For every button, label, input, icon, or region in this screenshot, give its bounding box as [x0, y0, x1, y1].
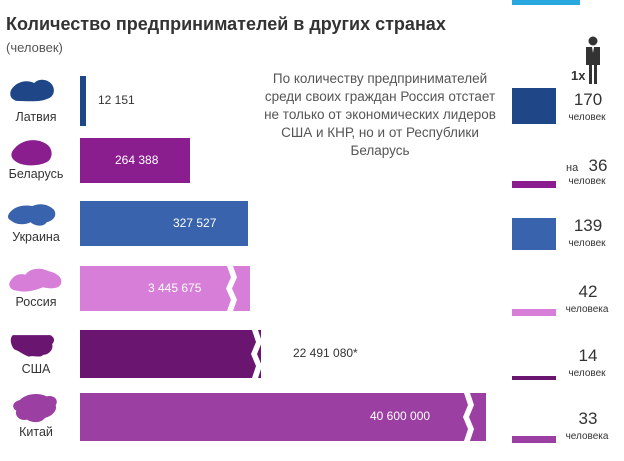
bar — [80, 330, 261, 378]
country-map-icon — [11, 140, 52, 166]
country-map-icon — [13, 394, 57, 423]
bar-value-label: 264 388 — [115, 152, 159, 167]
axis-break-icon — [463, 393, 474, 441]
country-label: Китай — [19, 425, 53, 439]
bar-value-label: 3 445 675 — [148, 280, 202, 295]
bar — [80, 76, 86, 126]
ratio-number: 139 — [573, 216, 603, 235]
person-icon — [586, 36, 600, 84]
country-map-icon — [9, 268, 62, 292]
country-map-icon — [10, 79, 54, 102]
axis-break-icon — [251, 330, 262, 378]
ratio-unit: человека — [565, 431, 609, 442]
ratio-number: 36 — [588, 156, 608, 175]
ratio-unit: человек — [568, 238, 606, 249]
ratio-number: 170 — [573, 90, 603, 109]
country-label: Беларусь — [8, 167, 64, 181]
country-map-icon — [10, 335, 55, 357]
bar-value-label: 40 600 000 — [370, 409, 431, 423]
country-label: Россия — [15, 295, 57, 309]
ratio-unit: человек — [568, 176, 606, 187]
bar-value-label: 327 527 — [173, 215, 217, 230]
bar — [80, 201, 248, 246]
ratio-unit: человек — [568, 112, 606, 123]
annotation-text: По количеству предпринимателей среди сво… — [264, 71, 496, 158]
axis-break-icon — [226, 266, 237, 311]
country-label: США — [21, 362, 51, 376]
ratio-number: 14 — [578, 346, 598, 365]
country-map-icon — [7, 204, 56, 226]
legend-multiplier: 1х — [571, 68, 586, 83]
bar-value-label: 12 151 — [98, 93, 135, 107]
bar — [80, 393, 486, 441]
chart-subtitle: (человек) — [6, 40, 63, 55]
bar — [80, 138, 190, 183]
ratio-number: 33 — [578, 409, 598, 428]
ratio-bar — [512, 181, 556, 188]
top-accent-bar — [512, 0, 580, 5]
country-label: Латвия — [15, 110, 57, 124]
chart-title: Количество предпринимателей в других стр… — [6, 14, 446, 34]
ratio-prefix: на — [566, 162, 579, 174]
country-label: Украина — [12, 230, 60, 244]
ratio-bar — [512, 436, 556, 443]
bar — [80, 266, 250, 311]
ratio-bar — [512, 88, 556, 124]
ratio-unit: человека — [565, 304, 609, 315]
ratio-number: 42 — [578, 282, 598, 301]
ratio-bar — [512, 218, 556, 250]
bar-value-label: 22 491 080* — [293, 346, 358, 360]
ratio-bar — [512, 309, 556, 316]
ratio-bar — [512, 376, 556, 380]
ratio-unit: человек — [568, 368, 606, 379]
